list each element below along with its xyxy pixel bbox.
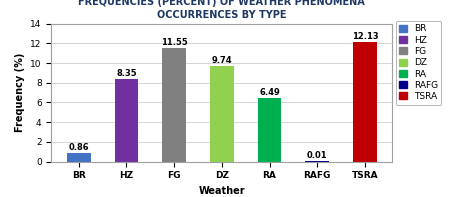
X-axis label: Weather: Weather	[198, 186, 245, 196]
Text: 12.13: 12.13	[352, 32, 378, 41]
Text: 11.55: 11.55	[161, 38, 188, 47]
Text: 0.01: 0.01	[307, 151, 327, 160]
Bar	[210, 66, 234, 162]
Y-axis label: Frequency (%): Frequency (%)	[14, 53, 25, 132]
Bar	[67, 153, 91, 162]
Bar	[114, 79, 138, 162]
Legend: BR, HZ, FG, DZ, RA, RAFG, TSRA: BR, HZ, FG, DZ, RA, RAFG, TSRA	[396, 21, 441, 105]
Bar	[162, 48, 186, 162]
Bar	[258, 98, 282, 162]
Text: 9.74: 9.74	[212, 56, 232, 65]
Text: 8.35: 8.35	[116, 69, 137, 78]
Title: FREQUENCIES (PERCENT) OF WEATHER PHENOMENA
OCCURRENCES BY TYPE: FREQUENCIES (PERCENT) OF WEATHER PHENOME…	[78, 0, 365, 20]
Text: 6.49: 6.49	[259, 88, 280, 97]
Bar	[353, 42, 377, 162]
Text: 0.86: 0.86	[69, 143, 89, 152]
